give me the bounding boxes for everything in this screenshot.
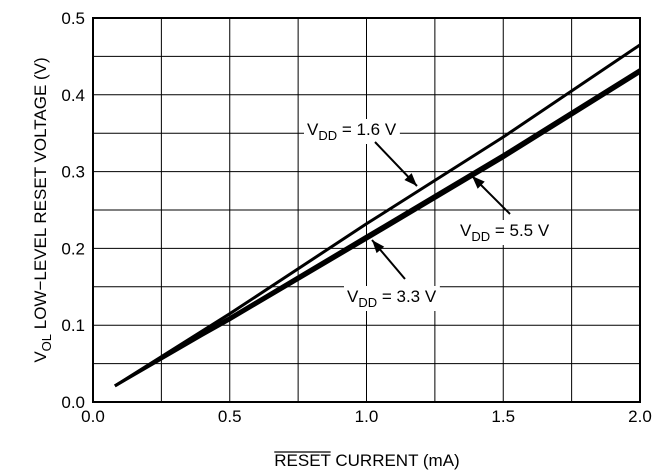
y-tick-label: 0.1 [61,316,85,335]
chart-grid [93,18,640,402]
annotation-arrowhead-3 [472,176,485,189]
x-tick-label: 2.0 [628,407,652,426]
series-label-suffix: = 1.6 V [337,120,397,139]
x-axis-title: RESET CURRENT (mA) [274,451,459,470]
plot-frame [92,17,641,403]
series-line-2 [114,71,641,388]
y-tick-label: 0.5 [61,9,85,28]
series-label-subscript: DD [318,128,337,143]
y-tick-label: 0.3 [61,163,85,182]
y-axis-title: VOL LOW−LEVEL RESET VOLTAGE (V) [31,57,54,362]
y-tick-label: 0.4 [61,86,85,105]
series-label-prefix: V [460,221,472,240]
series-label-prefix: V [347,287,359,306]
series-label-background [457,220,553,245]
x-tick-label: 0.5 [218,407,242,426]
series-line-1 [114,43,641,388]
chart-series-group [114,43,641,388]
annotation-arrowhead-2 [372,240,385,254]
series-label-prefix: V [307,120,319,139]
series-label-1: VDD = 1.6 V [307,120,397,143]
tick-labels: 0.0 0.5 1.0 1.5 2.0 0.0 0.1 0.2 0.3 0.4 0.5 [61,9,651,426]
series-label-background [304,119,400,144]
series-label-3: VDD = 5.5 V [460,221,550,244]
y-tick-label: 0.0 [61,393,85,412]
series-label-2: VDD = 3.3 V [347,287,437,310]
series-label-subscript: DD [471,229,490,244]
series-label-background [344,286,440,311]
y-tick-label: 0.2 [61,239,85,258]
series-label-suffix: = 5.5 V [490,221,550,240]
x-tick-label: 1.5 [491,407,515,426]
x-tick-label: 1.0 [355,407,379,426]
series-label-subscript: DD [358,295,377,310]
annotation-arrowhead-1 [404,173,417,186]
x-tick-label: 0.0 [81,407,105,426]
series-line-3 [114,68,641,388]
series-label-suffix: = 3.3 V [377,287,437,306]
